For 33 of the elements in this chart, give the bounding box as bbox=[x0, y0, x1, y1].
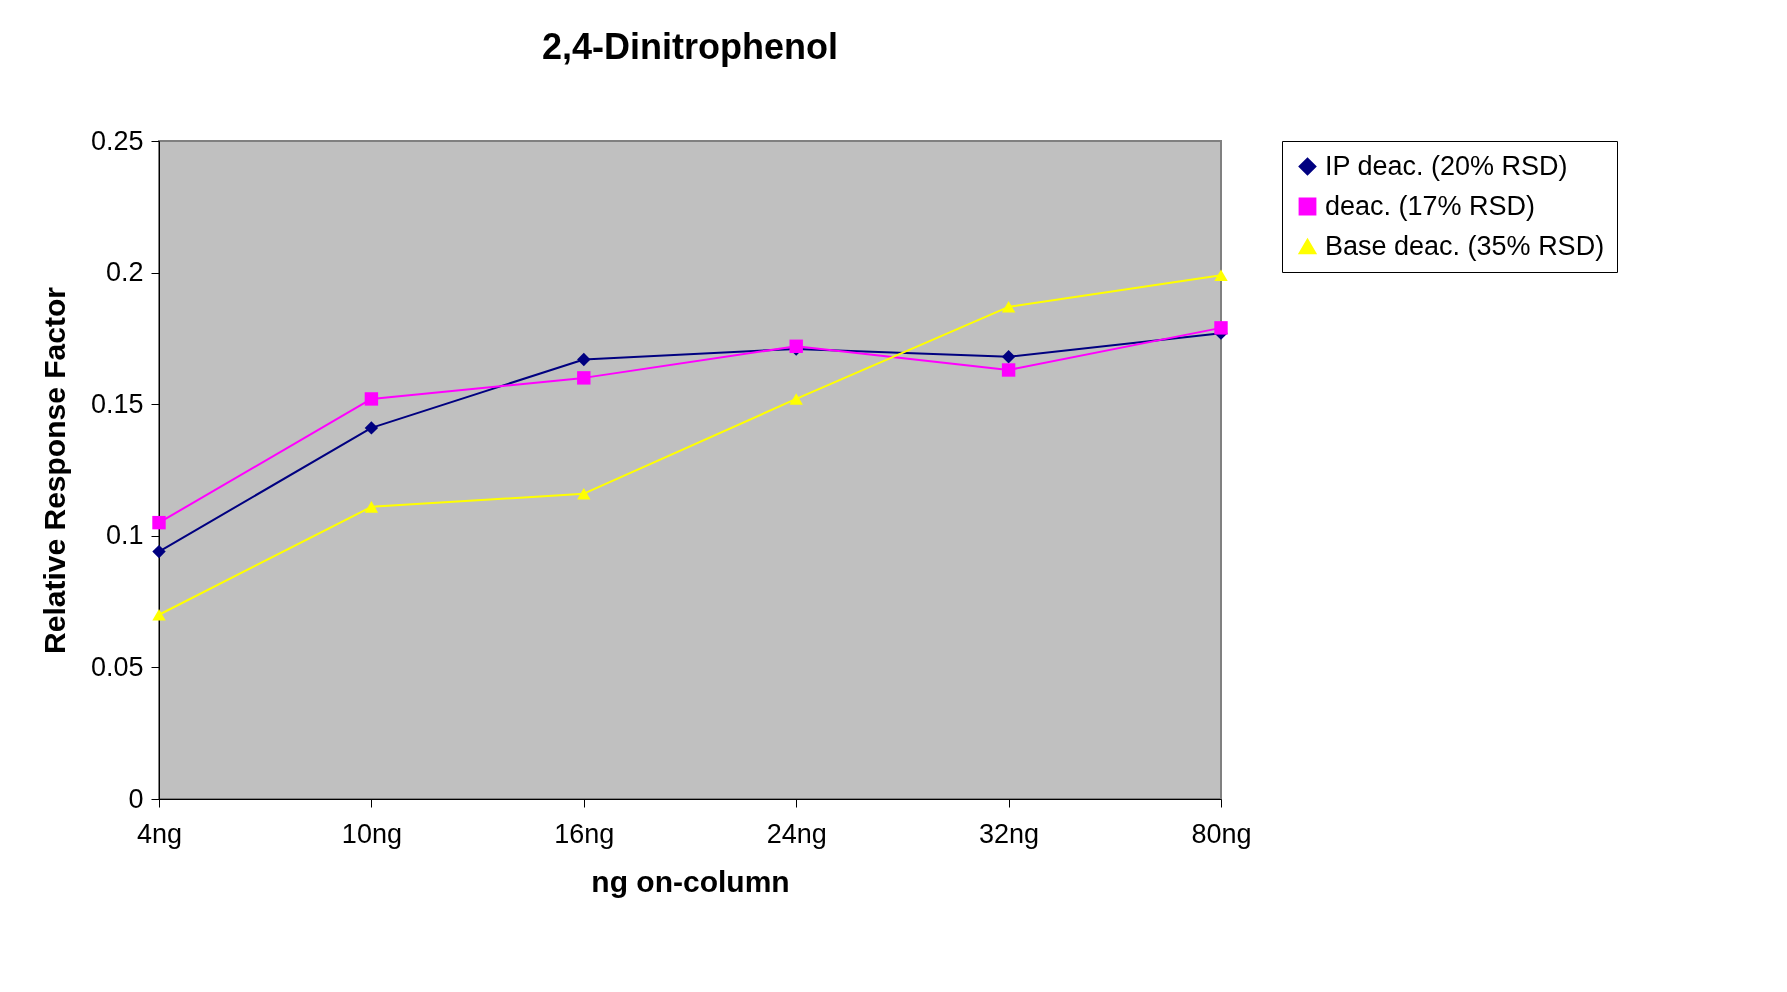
x-axis-title: ng on-column bbox=[591, 864, 790, 898]
point bbox=[152, 608, 166, 621]
point bbox=[364, 392, 379, 406]
point bbox=[1001, 363, 1016, 377]
point bbox=[364, 421, 379, 435]
x-tick-label: 32ng bbox=[979, 818, 1040, 849]
x-tick-label: 16ng bbox=[554, 818, 615, 849]
x-tick-label: 24ng bbox=[766, 818, 827, 849]
y-axis-title: Relative Response Factor bbox=[37, 286, 71, 654]
y-tick-label: 0.1 bbox=[105, 520, 144, 551]
x-tick-label: 10ng bbox=[341, 818, 402, 849]
point bbox=[1001, 301, 1016, 313]
y-tick-label: 0 bbox=[128, 783, 144, 814]
point bbox=[577, 371, 591, 385]
point bbox=[364, 501, 379, 513]
y-tick-label: 0.2 bbox=[105, 257, 144, 288]
point bbox=[1214, 321, 1228, 335]
point bbox=[577, 352, 591, 367]
legend-label: IP deac. (20% RSD) bbox=[1325, 150, 1568, 181]
legend-label: deac. (17% RSD) bbox=[1325, 190, 1536, 221]
y-tick-label: 0.25 bbox=[90, 125, 144, 156]
y-tick-label: 0.15 bbox=[90, 388, 144, 419]
point bbox=[1001, 350, 1016, 364]
point bbox=[789, 393, 803, 405]
y-tick-label: 0.05 bbox=[90, 651, 144, 682]
point bbox=[152, 544, 166, 559]
point bbox=[577, 487, 591, 500]
x-tick-label: 4ng bbox=[136, 818, 183, 849]
point bbox=[152, 515, 166, 530]
legend-label: Base deac. (35% RSD) bbox=[1325, 230, 1605, 261]
chart-title: 2,4-Dinitrophenol bbox=[542, 26, 838, 67]
x-tick-label: 80ng bbox=[1191, 818, 1252, 849]
point bbox=[1214, 269, 1228, 282]
